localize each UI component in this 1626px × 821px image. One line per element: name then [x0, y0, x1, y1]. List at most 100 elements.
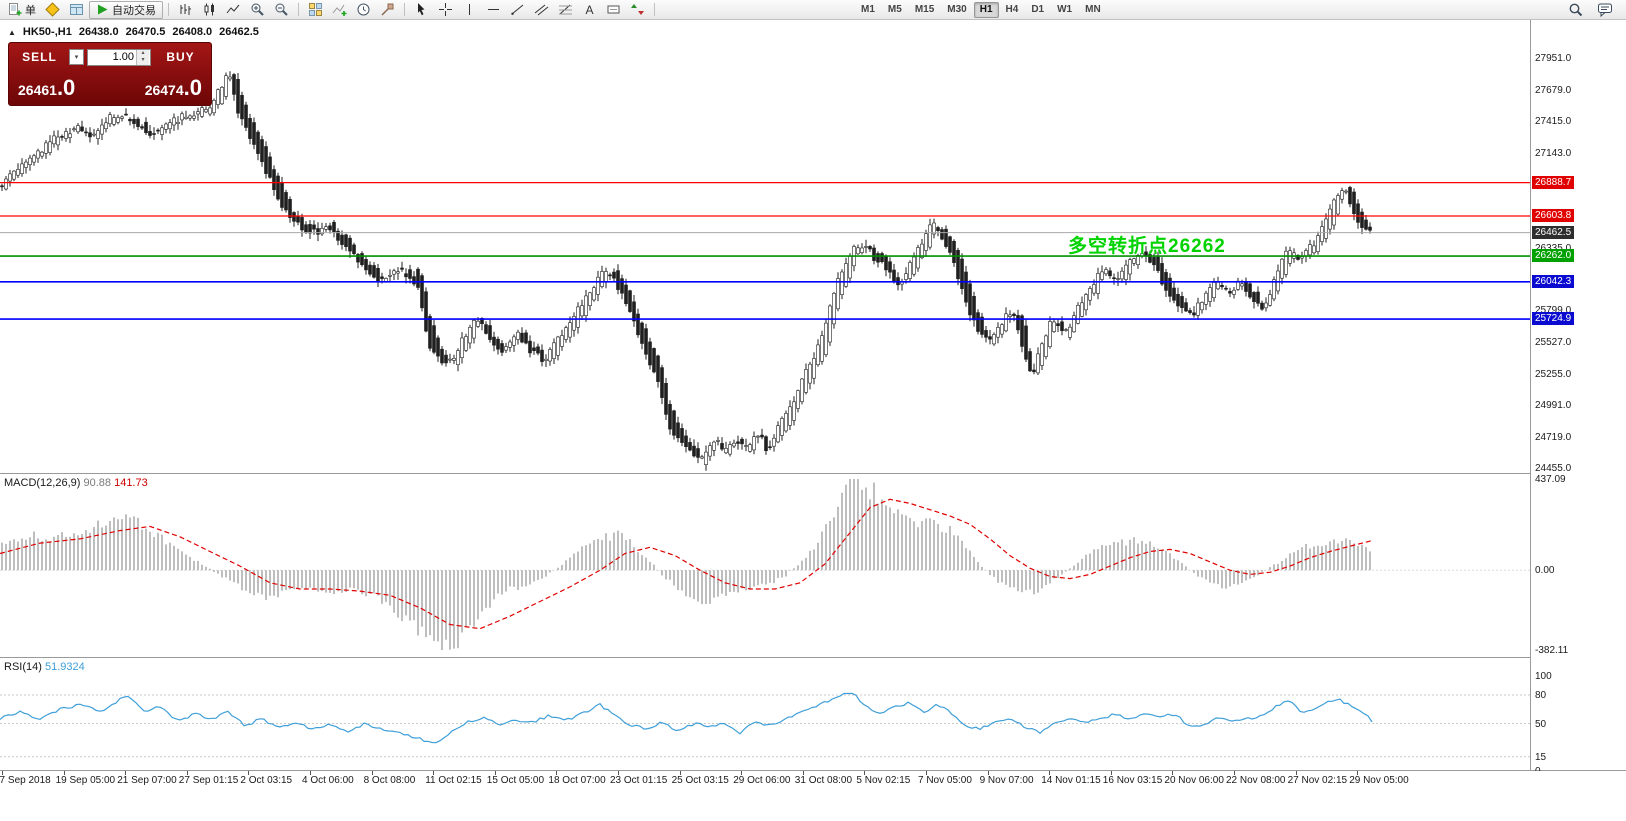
timeframe-m30-button[interactable]: M30 [941, 2, 972, 18]
toolbar-right-group [1564, 1, 1623, 19]
chart-annotation-text: 多空转折点26262 [1068, 236, 1226, 257]
time-axis-tick [433, 771, 435, 775]
text-tool-button[interactable]: A [578, 1, 601, 19]
price-axis-label: 27415.0 [1535, 115, 1572, 127]
time-axis-tick [186, 771, 188, 775]
search-icon [1568, 2, 1583, 17]
time-axis-label: 27 Sep 01:15 [178, 775, 239, 786]
timeframe-w1-button[interactable]: W1 [1051, 2, 1078, 18]
time-axis-label: 22 Nov 08:00 [1226, 775, 1286, 786]
resistance-tag-26888: 26888.7 [1532, 175, 1575, 189]
autotrade-button[interactable]: 自动交易 [89, 0, 163, 19]
time-axis-separator [0, 770, 1626, 771]
channel-tool-button[interactable] [530, 1, 553, 19]
timeframe-d1-button[interactable]: D1 [1025, 2, 1050, 18]
chart-candles-button[interactable] [198, 1, 221, 19]
chart-bars-button[interactable] [174, 1, 197, 19]
new-order-icon [7, 2, 22, 17]
zoom-out-button[interactable] [270, 1, 293, 19]
data-window-button[interactable] [65, 1, 88, 19]
macd-pane[interactable] [0, 474, 1530, 657]
chat-button[interactable] [1593, 1, 1617, 19]
collapse-panel-arrow-icon[interactable]: ▲ [8, 27, 16, 37]
crosshair-tool-button[interactable] [434, 1, 457, 19]
data-window-icon [69, 2, 84, 17]
price-axis-label: 24719.0 [1535, 432, 1572, 444]
trendline-icon [510, 2, 525, 17]
time-axis-tick [371, 771, 373, 775]
timeframe-m5-button[interactable]: M5 [882, 2, 908, 18]
volume-up-button[interactable]: ▴ [137, 49, 149, 57]
buy-button[interactable]: BUY [166, 50, 195, 64]
macd-indicator-label: MACD(12,26,9) 90.88 141.73 [4, 477, 148, 489]
time-axis-label: 2 Oct 03:15 [240, 775, 293, 786]
templates-button[interactable] [376, 1, 399, 19]
macd-value: 90.88 [83, 477, 112, 489]
timeframe-m1-button[interactable]: M1 [855, 2, 881, 18]
toolbar-separator [168, 3, 169, 16]
vertical-line-tool-button[interactable] [458, 1, 481, 19]
cursor-tool-button[interactable] [410, 1, 433, 19]
search-button[interactable] [1564, 1, 1587, 19]
new-order-label: 单 [25, 4, 36, 17]
horizontal-line-icon [486, 2, 501, 17]
periods-button[interactable] [352, 1, 375, 19]
time-axis-tick [310, 771, 311, 775]
macd-scale-label: 437.09 [1535, 474, 1566, 485]
label-tool-button[interactable] [602, 1, 625, 19]
horizontal-line-tool-button[interactable] [482, 1, 505, 19]
rsi-scale-label: 15 [1535, 751, 1547, 763]
sell-button[interactable]: SELL [22, 50, 57, 64]
sell-price[interactable]: 26461.0 [18, 75, 76, 100]
time-axis-label: 8 Oct 08:00 [363, 775, 416, 786]
main-price-chart[interactable] [0, 20, 1530, 473]
time-axis-label: 17 Sep 2018 [0, 775, 51, 786]
volume-dropdown[interactable]: ▾ [69, 49, 84, 65]
new-order-button[interactable]: 单 [3, 1, 40, 19]
price-axis-label: 24991.0 [1535, 400, 1572, 412]
channel-icon [534, 2, 549, 17]
quote-low: 26408.0 [172, 26, 213, 38]
market-watch-button[interactable] [41, 1, 64, 19]
buy-price[interactable]: 26474.0 [144, 75, 202, 100]
add-indicator-icon [332, 2, 347, 17]
zoom-in-button[interactable] [246, 1, 269, 19]
tile-windows-button[interactable] [304, 1, 327, 19]
current-price-tag: 26462.5 [1532, 225, 1575, 239]
time-axis-tick [864, 771, 866, 775]
time-axis-tick [494, 771, 496, 775]
macd-name: MACD(12,26,9) [4, 477, 81, 489]
price-axis-label: 27951.0 [1535, 53, 1572, 64]
timeframe-m15-button[interactable]: M15 [909, 2, 940, 18]
arrows-icon [630, 2, 645, 17]
chart-line-button[interactable] [222, 1, 245, 19]
time-axis-tick [2, 771, 3, 775]
add-indicator-button[interactable] [328, 1, 351, 19]
time-axis-tick [556, 771, 558, 775]
timeframe-mn-button[interactable]: MN [1079, 2, 1107, 18]
time-axis-label: 25 Oct 03:15 [671, 775, 729, 786]
time-axis-label: 9 Nov 07:00 [979, 775, 1034, 786]
arrows-tool-button[interactable] [626, 1, 649, 19]
trendline-tool-button[interactable] [506, 1, 529, 19]
autotrade-label: 自动交易 [112, 4, 156, 17]
timeframe-h1-button[interactable]: H1 [973, 1, 999, 18]
svg-text:A: A [586, 3, 594, 17]
time-axis-tick [679, 771, 681, 775]
time-axis-label: 18 Oct 07:00 [548, 775, 606, 786]
rsi-scale-label: 50 [1535, 718, 1547, 730]
macd-signal-value: 141.73 [114, 477, 148, 489]
rsi-pane[interactable] [0, 658, 1530, 770]
pane-separator[interactable] [0, 657, 1626, 658]
fibonacci-tool-button[interactable] [554, 1, 577, 19]
volume-input[interactable] [88, 49, 136, 65]
timeframe-h4-button[interactable]: H4 [1000, 2, 1025, 18]
time-axis-label: 7 Nov 05:00 [918, 775, 972, 786]
pane-separator[interactable] [0, 473, 1626, 474]
volume-down-button[interactable]: ▾ [137, 57, 149, 65]
price-scale[interactable]: 27951.0 27679.0 27415.0 27143.0 26335.0 25799… [1530, 20, 1626, 777]
macd-scale-label: -382.11 [1535, 645, 1569, 656]
time-axis-label: 29 Oct 06:00 [733, 775, 791, 786]
time-axis-label: 23 Oct 01:15 [610, 775, 668, 786]
